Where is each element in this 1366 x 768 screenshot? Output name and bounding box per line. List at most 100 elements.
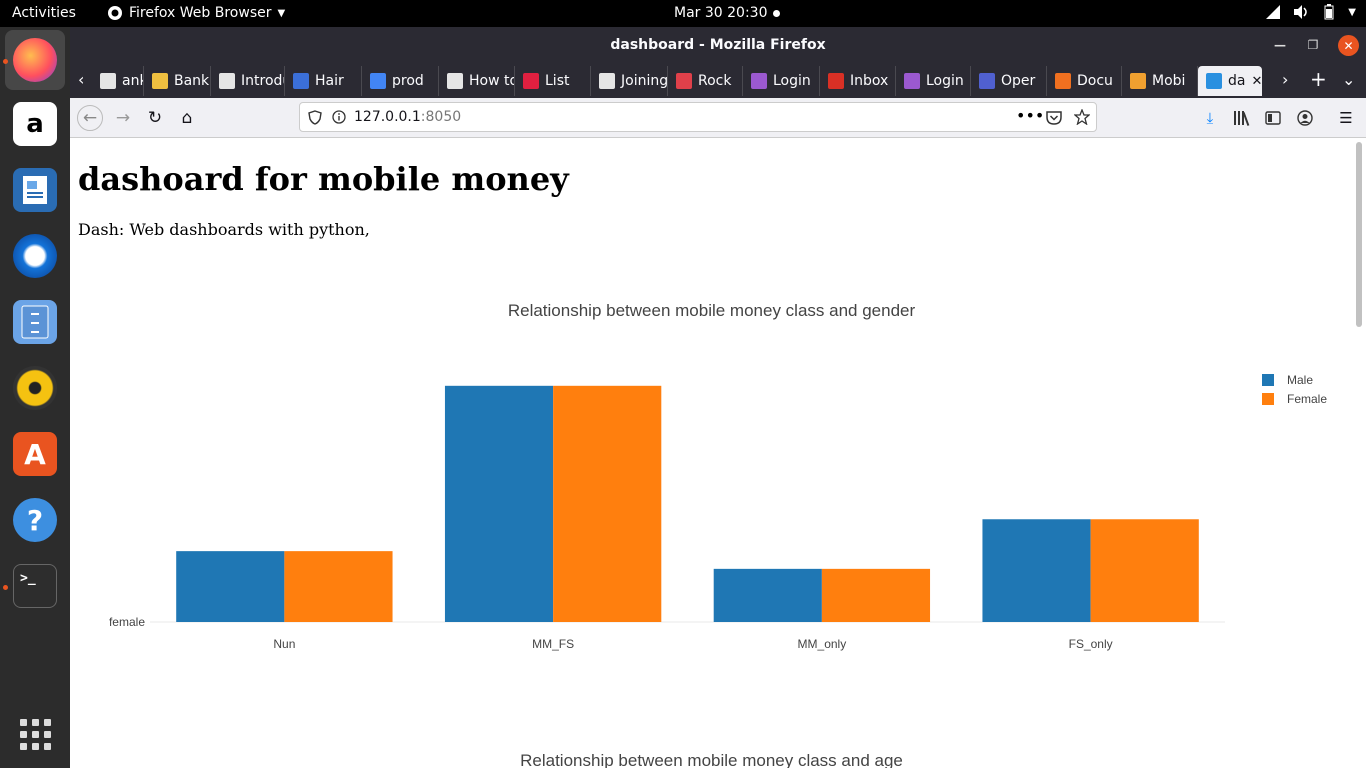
bar-male-mm_fs[interactable] bbox=[444, 385, 554, 622]
bar-male-mm_only[interactable] bbox=[713, 568, 822, 622]
new-tab-button[interactable]: + bbox=[1310, 67, 1327, 91]
tab-favicon-icon bbox=[676, 73, 692, 89]
dock-amazon[interactable]: a bbox=[5, 94, 65, 154]
legend-swatch[interactable] bbox=[1262, 393, 1274, 405]
help-icon: ? bbox=[13, 498, 57, 542]
tab[interactable]: Inbox bbox=[820, 66, 896, 96]
tab[interactable]: ank bbox=[92, 66, 144, 96]
page-title: dashoard for mobile money bbox=[78, 160, 569, 198]
tab-label: Joining bbox=[621, 73, 668, 89]
tab[interactable]: Oper bbox=[971, 66, 1047, 96]
bar-female-fs_only[interactable] bbox=[1090, 519, 1199, 622]
app-grid-icon bbox=[19, 718, 51, 750]
tab-label: Introduc bbox=[241, 73, 284, 89]
bar-female-mm_only[interactable] bbox=[821, 568, 931, 622]
dock-writer[interactable] bbox=[5, 160, 65, 220]
scroll-tabs-right-icon[interactable]: › bbox=[1282, 70, 1289, 89]
dock-firefox[interactable] bbox=[5, 30, 65, 90]
tab[interactable]: Mobi bbox=[1122, 66, 1198, 96]
tab-favicon-icon bbox=[751, 73, 767, 89]
app-menu[interactable]: Firefox Web Browser ▼ bbox=[107, 5, 285, 21]
close-window-button[interactable]: ✕ bbox=[1338, 35, 1359, 56]
tab[interactable]: Rock bbox=[668, 66, 743, 96]
x-tick-label: MM_FS bbox=[532, 637, 574, 651]
dock-help[interactable]: ? bbox=[5, 490, 65, 550]
dock-rhythmbox[interactable] bbox=[5, 358, 65, 418]
system-tray[interactable]: ▼ bbox=[1266, 4, 1356, 20]
tab[interactable]: Bank bbox=[144, 66, 211, 96]
tab[interactable]: Docu bbox=[1047, 66, 1122, 96]
tab-favicon-icon bbox=[152, 73, 168, 89]
tab[interactable]: Hair bbox=[285, 66, 362, 96]
page-content: dashoard for mobile money Dash: Web dash… bbox=[70, 138, 1353, 768]
x-tick-label: MM_only bbox=[798, 637, 847, 651]
bar-male-nun[interactable] bbox=[176, 551, 285, 622]
rhythmbox-icon bbox=[13, 366, 57, 410]
tab[interactable]: prod bbox=[362, 66, 439, 96]
clock-text: Mar 30 20:30 bbox=[674, 5, 768, 21]
tab-label: Login bbox=[773, 73, 811, 89]
clock[interactable]: Mar 30 20:30 bbox=[674, 5, 781, 21]
tab-label: da bbox=[1228, 73, 1246, 89]
url-host: 127.0.0.1 bbox=[354, 109, 421, 125]
pocket-icon[interactable] bbox=[1046, 110, 1062, 125]
tab[interactable]: Introduc bbox=[211, 66, 285, 96]
activities-button[interactable]: Activities bbox=[12, 5, 76, 21]
bar-female-mm_fs[interactable] bbox=[553, 385, 662, 622]
legend-label[interactable]: Male bbox=[1287, 373, 1313, 387]
bar-female-nun[interactable] bbox=[284, 551, 393, 622]
dock-terminal[interactable]: >_ bbox=[5, 556, 65, 616]
tab[interactable]: How to bbox=[439, 66, 515, 96]
maximize-button[interactable]: ❐ bbox=[1307, 38, 1319, 52]
files-icon bbox=[13, 300, 57, 344]
tab-favicon-icon bbox=[293, 73, 309, 89]
volume-icon bbox=[1294, 5, 1308, 19]
tab-favicon-icon bbox=[599, 73, 615, 89]
reload-button[interactable]: ↻ bbox=[147, 108, 163, 128]
close-tab-icon[interactable]: ✕ bbox=[1251, 73, 1262, 89]
tab-label: Oper bbox=[1001, 73, 1036, 89]
page-scrollbar[interactable] bbox=[1356, 142, 1362, 327]
forward-button[interactable]: → bbox=[115, 108, 131, 128]
dock-thunderbird[interactable] bbox=[5, 226, 65, 286]
library-icon[interactable] bbox=[1230, 106, 1254, 130]
url-port: :8050 bbox=[420, 109, 462, 125]
tab[interactable]: Joining bbox=[591, 66, 668, 96]
amazon-icon: a bbox=[13, 102, 57, 146]
home-button[interactable]: ⌂ bbox=[181, 108, 193, 128]
downloads-icon[interactable]: ⤓ bbox=[1206, 109, 1214, 127]
tab-label: List bbox=[545, 73, 570, 89]
url-bar[interactable]: 127.0.0.1:8050 ••• bbox=[299, 102, 1097, 132]
legend-swatch[interactable] bbox=[1262, 374, 1274, 386]
scroll-tabs-left-icon[interactable]: ‹ bbox=[78, 70, 85, 89]
tab[interactable]: List bbox=[515, 66, 591, 96]
dock-files[interactable] bbox=[5, 292, 65, 352]
bookmark-star-icon[interactable] bbox=[1074, 109, 1090, 125]
tab-label: Docu bbox=[1077, 73, 1113, 89]
minimize-button[interactable]: — bbox=[1274, 38, 1286, 52]
list-all-tabs-icon[interactable]: ⌄ bbox=[1342, 70, 1356, 89]
show-applications-button[interactable] bbox=[5, 704, 65, 764]
tab-label: Bank bbox=[174, 73, 210, 89]
tab-favicon-icon bbox=[370, 73, 386, 89]
tab[interactable]: da ✕ bbox=[1198, 66, 1262, 96]
thunderbird-icon bbox=[13, 234, 57, 278]
hamburger-menu-icon[interactable]: ☰ bbox=[1339, 109, 1353, 127]
tab[interactable]: Login bbox=[896, 66, 971, 96]
page-actions-icon[interactable]: ••• bbox=[1016, 106, 1045, 125]
bar-male-fs_only[interactable] bbox=[982, 519, 1091, 622]
chart1-title: Relationship between mobile money class … bbox=[507, 301, 916, 320]
ubuntu-software-icon: A bbox=[13, 432, 57, 476]
back-button[interactable]: ← bbox=[77, 105, 103, 131]
battery-icon bbox=[1324, 4, 1334, 20]
tab-label: How to bbox=[469, 73, 515, 89]
dock-software[interactable]: A bbox=[5, 424, 65, 484]
network-icon bbox=[1266, 5, 1281, 19]
title-bar: dashboard - Mozilla Firefox — ❐ ✕ bbox=[70, 27, 1366, 64]
tab[interactable]: Login bbox=[743, 66, 820, 96]
account-icon[interactable] bbox=[1293, 106, 1317, 130]
legend-label[interactable]: Female bbox=[1287, 392, 1327, 406]
x-tick-label: FS_only bbox=[1069, 637, 1113, 651]
firefox-window: dashboard - Mozilla Firefox — ❐ ✕ ‹ ank B… bbox=[70, 27, 1366, 768]
sidebar-icon[interactable] bbox=[1261, 106, 1285, 130]
